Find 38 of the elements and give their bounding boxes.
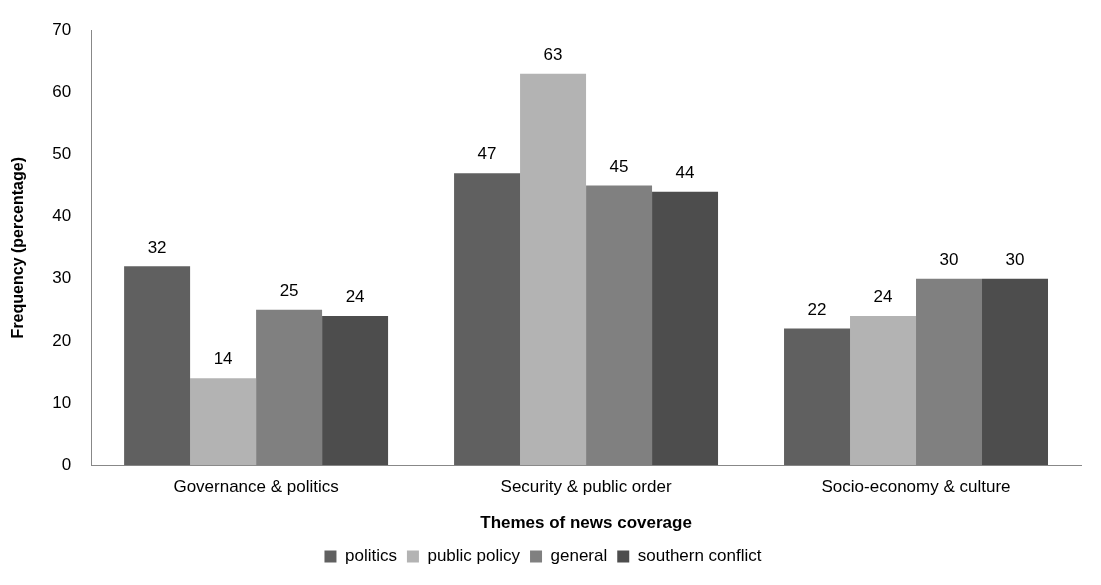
bar bbox=[454, 173, 521, 466]
bar bbox=[190, 378, 257, 466]
data-label: 44 bbox=[675, 162, 695, 182]
legend-label: public policy bbox=[427, 546, 521, 566]
legend-label: general bbox=[550, 546, 608, 566]
bar bbox=[520, 73, 587, 466]
data-label: 63 bbox=[543, 44, 563, 64]
x-tick-label: Security & public order bbox=[500, 477, 672, 497]
data-label: 14 bbox=[213, 349, 233, 369]
data-label: 45 bbox=[609, 156, 629, 176]
y-tick-label: 10 bbox=[52, 392, 72, 412]
data-label: 24 bbox=[873, 287, 893, 307]
x-axis-title: Themes of news coverage bbox=[480, 513, 692, 533]
legend-label: southern conflict bbox=[637, 546, 762, 566]
y-tick-label: 60 bbox=[52, 82, 72, 102]
bar bbox=[124, 266, 191, 466]
data-label: 24 bbox=[345, 287, 365, 307]
data-label: 30 bbox=[1005, 249, 1025, 269]
bar bbox=[850, 316, 917, 466]
y-tick-label: 30 bbox=[52, 268, 72, 288]
y-tick-label: 50 bbox=[52, 144, 72, 164]
data-label: 25 bbox=[279, 281, 299, 301]
bar bbox=[784, 328, 851, 466]
data-label: 47 bbox=[477, 144, 497, 164]
data-label: 32 bbox=[147, 237, 167, 257]
bar bbox=[322, 316, 389, 466]
y-axis-title: Frequency (percentage) bbox=[9, 157, 27, 339]
x-tick-label: Socio-economy & culture bbox=[821, 477, 1011, 497]
y-tick-label: 70 bbox=[52, 19, 72, 39]
bar bbox=[652, 191, 719, 466]
legend-label: politics bbox=[344, 546, 397, 566]
y-tick-label: 40 bbox=[52, 206, 72, 226]
x-tick-label: Governance & politics bbox=[173, 477, 339, 497]
y-tick-label: 0 bbox=[61, 454, 72, 474]
bar bbox=[982, 278, 1048, 466]
data-label: 22 bbox=[807, 299, 827, 319]
y-tick-label: 20 bbox=[52, 330, 72, 350]
data-label: 30 bbox=[939, 249, 959, 269]
